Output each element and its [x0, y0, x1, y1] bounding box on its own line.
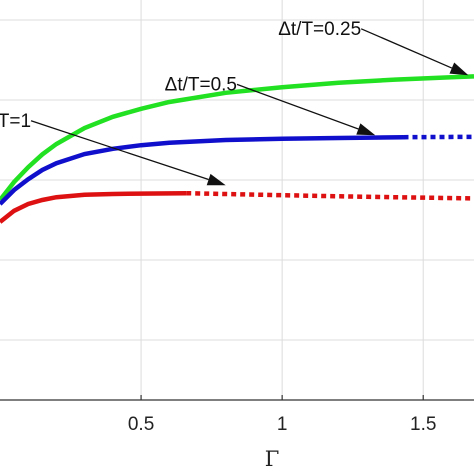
annotations: Δt/T=0.25 Δt/T=0.5 t/T=1 [0, 19, 469, 186]
annotation-arrowhead-0 [449, 62, 469, 76]
red-series-dashed-line [186, 190, 474, 201]
red-series-solid-line [0, 190, 187, 224]
grid [0, 0, 474, 400]
annotation-arrowhead-1 [356, 123, 376, 136]
annotation-arrowhead-2 [206, 173, 226, 186]
green-series-solid-line [0, 74, 474, 202]
annotation-label-0: Δt/T=0.25 [278, 19, 361, 40]
plot-lines [0, 74, 474, 224]
x-tick-label-2: 1.5 [410, 414, 436, 435]
annotation-arrow-line-1 [236, 83, 359, 130]
axes: Γ 0.5 1 1.5 [0, 395, 474, 471]
annotation-arrow-line-0 [360, 28, 453, 69]
annotation-label-1: Δt/T=0.5 [165, 74, 237, 95]
blue-series-solid-line [0, 134, 404, 206]
annotation-label-2: t/T=1 [0, 111, 31, 132]
annotation-arrow-line-2 [30, 120, 209, 181]
x-tick-label-0: 0.5 [128, 414, 154, 435]
x-axis-label: Γ [265, 447, 280, 471]
x-tick-label-1: 1 [277, 414, 288, 435]
